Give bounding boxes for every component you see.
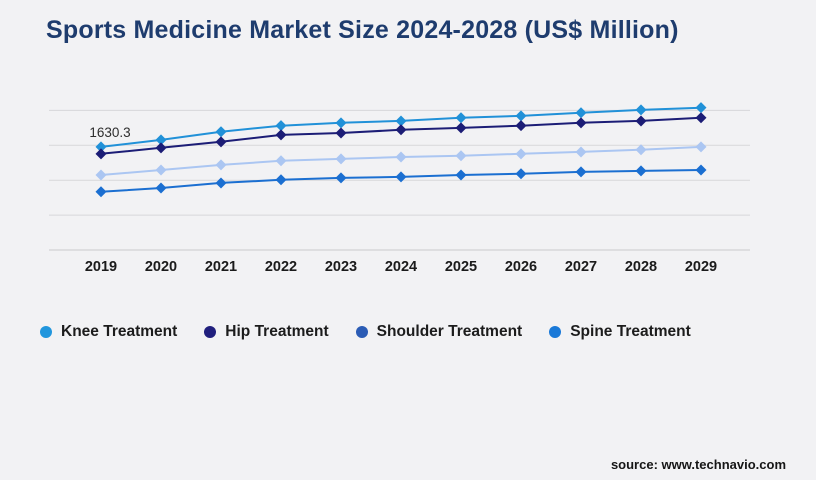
data-point-marker-hip-treatment: [335, 127, 347, 139]
legend-marker-dot: [204, 326, 217, 338]
data-point-marker-spine-treatment: [515, 168, 527, 180]
data-point-marker-knee-treatment: [455, 112, 467, 124]
data-point-marker-spine-treatment: [155, 182, 167, 194]
data-point-marker-hip-treatment: [95, 148, 107, 160]
legend-marker-dot: [40, 326, 52, 338]
data-point-marker-knee-treatment: [275, 120, 287, 132]
data-point-marker-knee-treatment: [395, 115, 407, 127]
data-point-marker-spine-treatment: [215, 177, 227, 189]
data-point-marker-shoulder-treatment: [215, 159, 227, 171]
x-tick-label: 2024: [385, 259, 417, 275]
data-point-marker-knee-treatment: [515, 110, 527, 122]
line-chart: 2019 2020 2021 2022 2023 2024 2025 2026 2027 2028…: [49, 102, 750, 275]
data-point-marker-spine-treatment: [575, 166, 587, 178]
data-point-marker-spine-treatment: [395, 171, 407, 183]
data-point-marker-knee-treatment: [95, 141, 107, 153]
x-tick-label: 2023: [325, 259, 357, 275]
data-point-marker-hip-treatment: [635, 115, 647, 127]
chart-legend: Knee Treatment Hip Treatment Shoulder Trea…: [40, 323, 691, 341]
chart-title: Sports Medicine Market Size 2024-2028 (U…: [46, 16, 679, 44]
legend-item-label: Hip Treatment: [225, 323, 329, 340]
x-tick-label: 2019: [85, 259, 117, 275]
legend-item-label: Shoulder Treatment: [376, 323, 523, 340]
x-tick-label: 2022: [265, 259, 297, 275]
source-credit: source: www.technavio.com: [610, 457, 786, 472]
data-point-marker-knee-treatment: [335, 117, 347, 129]
data-point-marker-hip-treatment: [575, 117, 587, 129]
x-tick-label: 2029: [685, 259, 717, 275]
legend-item-spine-treatment: Spine Treatment: [549, 323, 691, 341]
legend-item-shoulder-treatment: Shoulder Treatment: [355, 323, 523, 341]
legend-item-label: Spine Treatment: [570, 323, 691, 340]
data-point-marker-hip-treatment: [395, 124, 407, 136]
value-annotation: 1630.3: [89, 125, 130, 140]
data-point-marker-spine-treatment: [635, 165, 647, 177]
data-point-marker-knee-treatment: [575, 107, 587, 119]
data-point-marker-hip-treatment: [695, 112, 707, 124]
data-point-marker-spine-treatment: [455, 169, 467, 181]
data-point-marker-hip-treatment: [455, 122, 467, 134]
data-point-marker-hip-treatment: [215, 136, 227, 148]
data-point-marker-knee-treatment: [635, 104, 647, 116]
x-tick-label: 2028: [625, 259, 657, 275]
data-point-marker-knee-treatment: [695, 102, 707, 114]
data-point-marker-spine-treatment: [95, 186, 107, 198]
data-point-marker-knee-treatment: [155, 134, 167, 146]
data-point-marker-shoulder-treatment: [395, 151, 407, 163]
data-point-marker-shoulder-treatment: [455, 150, 467, 162]
data-point-marker-spine-treatment: [695, 164, 707, 176]
data-point-marker-shoulder-treatment: [335, 153, 347, 165]
data-point-marker-knee-treatment: [215, 126, 227, 138]
data-point-marker-shoulder-treatment: [695, 141, 707, 153]
legend-item-label: Knee Treatment: [61, 323, 178, 340]
data-point-marker-shoulder-treatment: [635, 144, 647, 156]
data-point-marker-spine-treatment: [335, 172, 347, 184]
legend-item-hip-treatment: Hip Treatment: [204, 323, 329, 341]
legend-marker-dot: [549, 326, 562, 338]
data-point-marker-shoulder-treatment: [95, 169, 107, 181]
x-tick-label: 2025: [445, 259, 477, 275]
legend-marker-dot: [355, 326, 368, 338]
data-point-marker-spine-treatment: [275, 174, 287, 186]
data-point-marker-shoulder-treatment: [575, 146, 587, 158]
data-point-marker-hip-treatment: [155, 142, 167, 154]
data-point-marker-shoulder-treatment: [275, 155, 287, 167]
x-tick-label: 2021: [205, 259, 237, 275]
legend-item-knee-treatment: Knee Treatment: [40, 323, 177, 341]
x-tick-label: 2020: [145, 259, 177, 275]
data-point-marker-shoulder-treatment: [515, 148, 527, 160]
data-point-marker-hip-treatment: [275, 129, 287, 141]
data-point-marker-shoulder-treatment: [155, 164, 167, 176]
data-point-marker-hip-treatment: [515, 120, 527, 132]
x-tick-label: 2027: [565, 259, 597, 275]
x-tick-label: 2026: [505, 259, 537, 275]
